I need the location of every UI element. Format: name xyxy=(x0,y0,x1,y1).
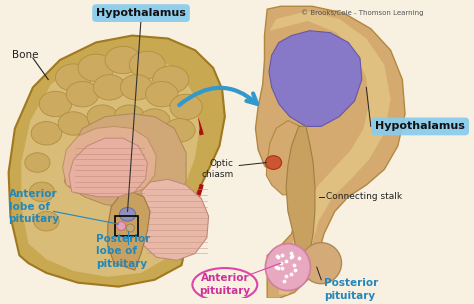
Text: Optic
chiasm: Optic chiasm xyxy=(201,159,234,179)
Ellipse shape xyxy=(29,182,55,202)
Ellipse shape xyxy=(301,243,341,284)
Text: Bone: Bone xyxy=(12,50,39,60)
Ellipse shape xyxy=(58,112,89,135)
Ellipse shape xyxy=(114,105,145,128)
Polygon shape xyxy=(108,192,150,270)
Ellipse shape xyxy=(55,64,91,91)
Polygon shape xyxy=(269,31,362,126)
Ellipse shape xyxy=(265,156,282,169)
Ellipse shape xyxy=(25,153,50,172)
Ellipse shape xyxy=(139,109,170,132)
Ellipse shape xyxy=(93,75,126,100)
Text: Anterior
lobe of
pituitary: Anterior lobe of pituitary xyxy=(9,189,60,224)
Ellipse shape xyxy=(39,91,72,117)
Text: Hypothalamus: Hypothalamus xyxy=(96,8,186,18)
Ellipse shape xyxy=(153,66,189,93)
Ellipse shape xyxy=(105,46,141,74)
Polygon shape xyxy=(21,52,200,277)
Ellipse shape xyxy=(265,244,310,291)
Ellipse shape xyxy=(31,122,62,145)
Ellipse shape xyxy=(117,222,126,230)
Text: Posterior
pituitary: Posterior pituitary xyxy=(324,278,378,301)
Polygon shape xyxy=(270,11,391,295)
Ellipse shape xyxy=(164,119,195,142)
Ellipse shape xyxy=(78,54,114,81)
Ellipse shape xyxy=(129,51,165,78)
Polygon shape xyxy=(9,36,225,287)
Ellipse shape xyxy=(87,105,118,128)
Text: Connecting stalk: Connecting stalk xyxy=(326,192,402,201)
Polygon shape xyxy=(255,6,405,298)
Ellipse shape xyxy=(66,81,99,107)
Ellipse shape xyxy=(120,75,153,100)
Ellipse shape xyxy=(126,224,134,232)
Bar xyxy=(115,216,138,236)
Text: Anterior
pituitary: Anterior pituitary xyxy=(199,274,250,296)
Polygon shape xyxy=(141,179,209,260)
Text: Hypothalamus: Hypothalamus xyxy=(375,121,465,131)
Polygon shape xyxy=(69,138,147,197)
Polygon shape xyxy=(286,126,315,265)
Polygon shape xyxy=(266,121,312,195)
Polygon shape xyxy=(64,114,186,206)
Ellipse shape xyxy=(119,208,136,221)
Ellipse shape xyxy=(170,94,202,119)
Text: Posterior
lobe of
pituitary: Posterior lobe of pituitary xyxy=(96,234,150,269)
Ellipse shape xyxy=(146,81,178,107)
Text: © Brooks/Cole - Thomson Learning: © Brooks/Cole - Thomson Learning xyxy=(301,9,423,16)
Ellipse shape xyxy=(34,211,59,231)
Polygon shape xyxy=(63,126,156,197)
